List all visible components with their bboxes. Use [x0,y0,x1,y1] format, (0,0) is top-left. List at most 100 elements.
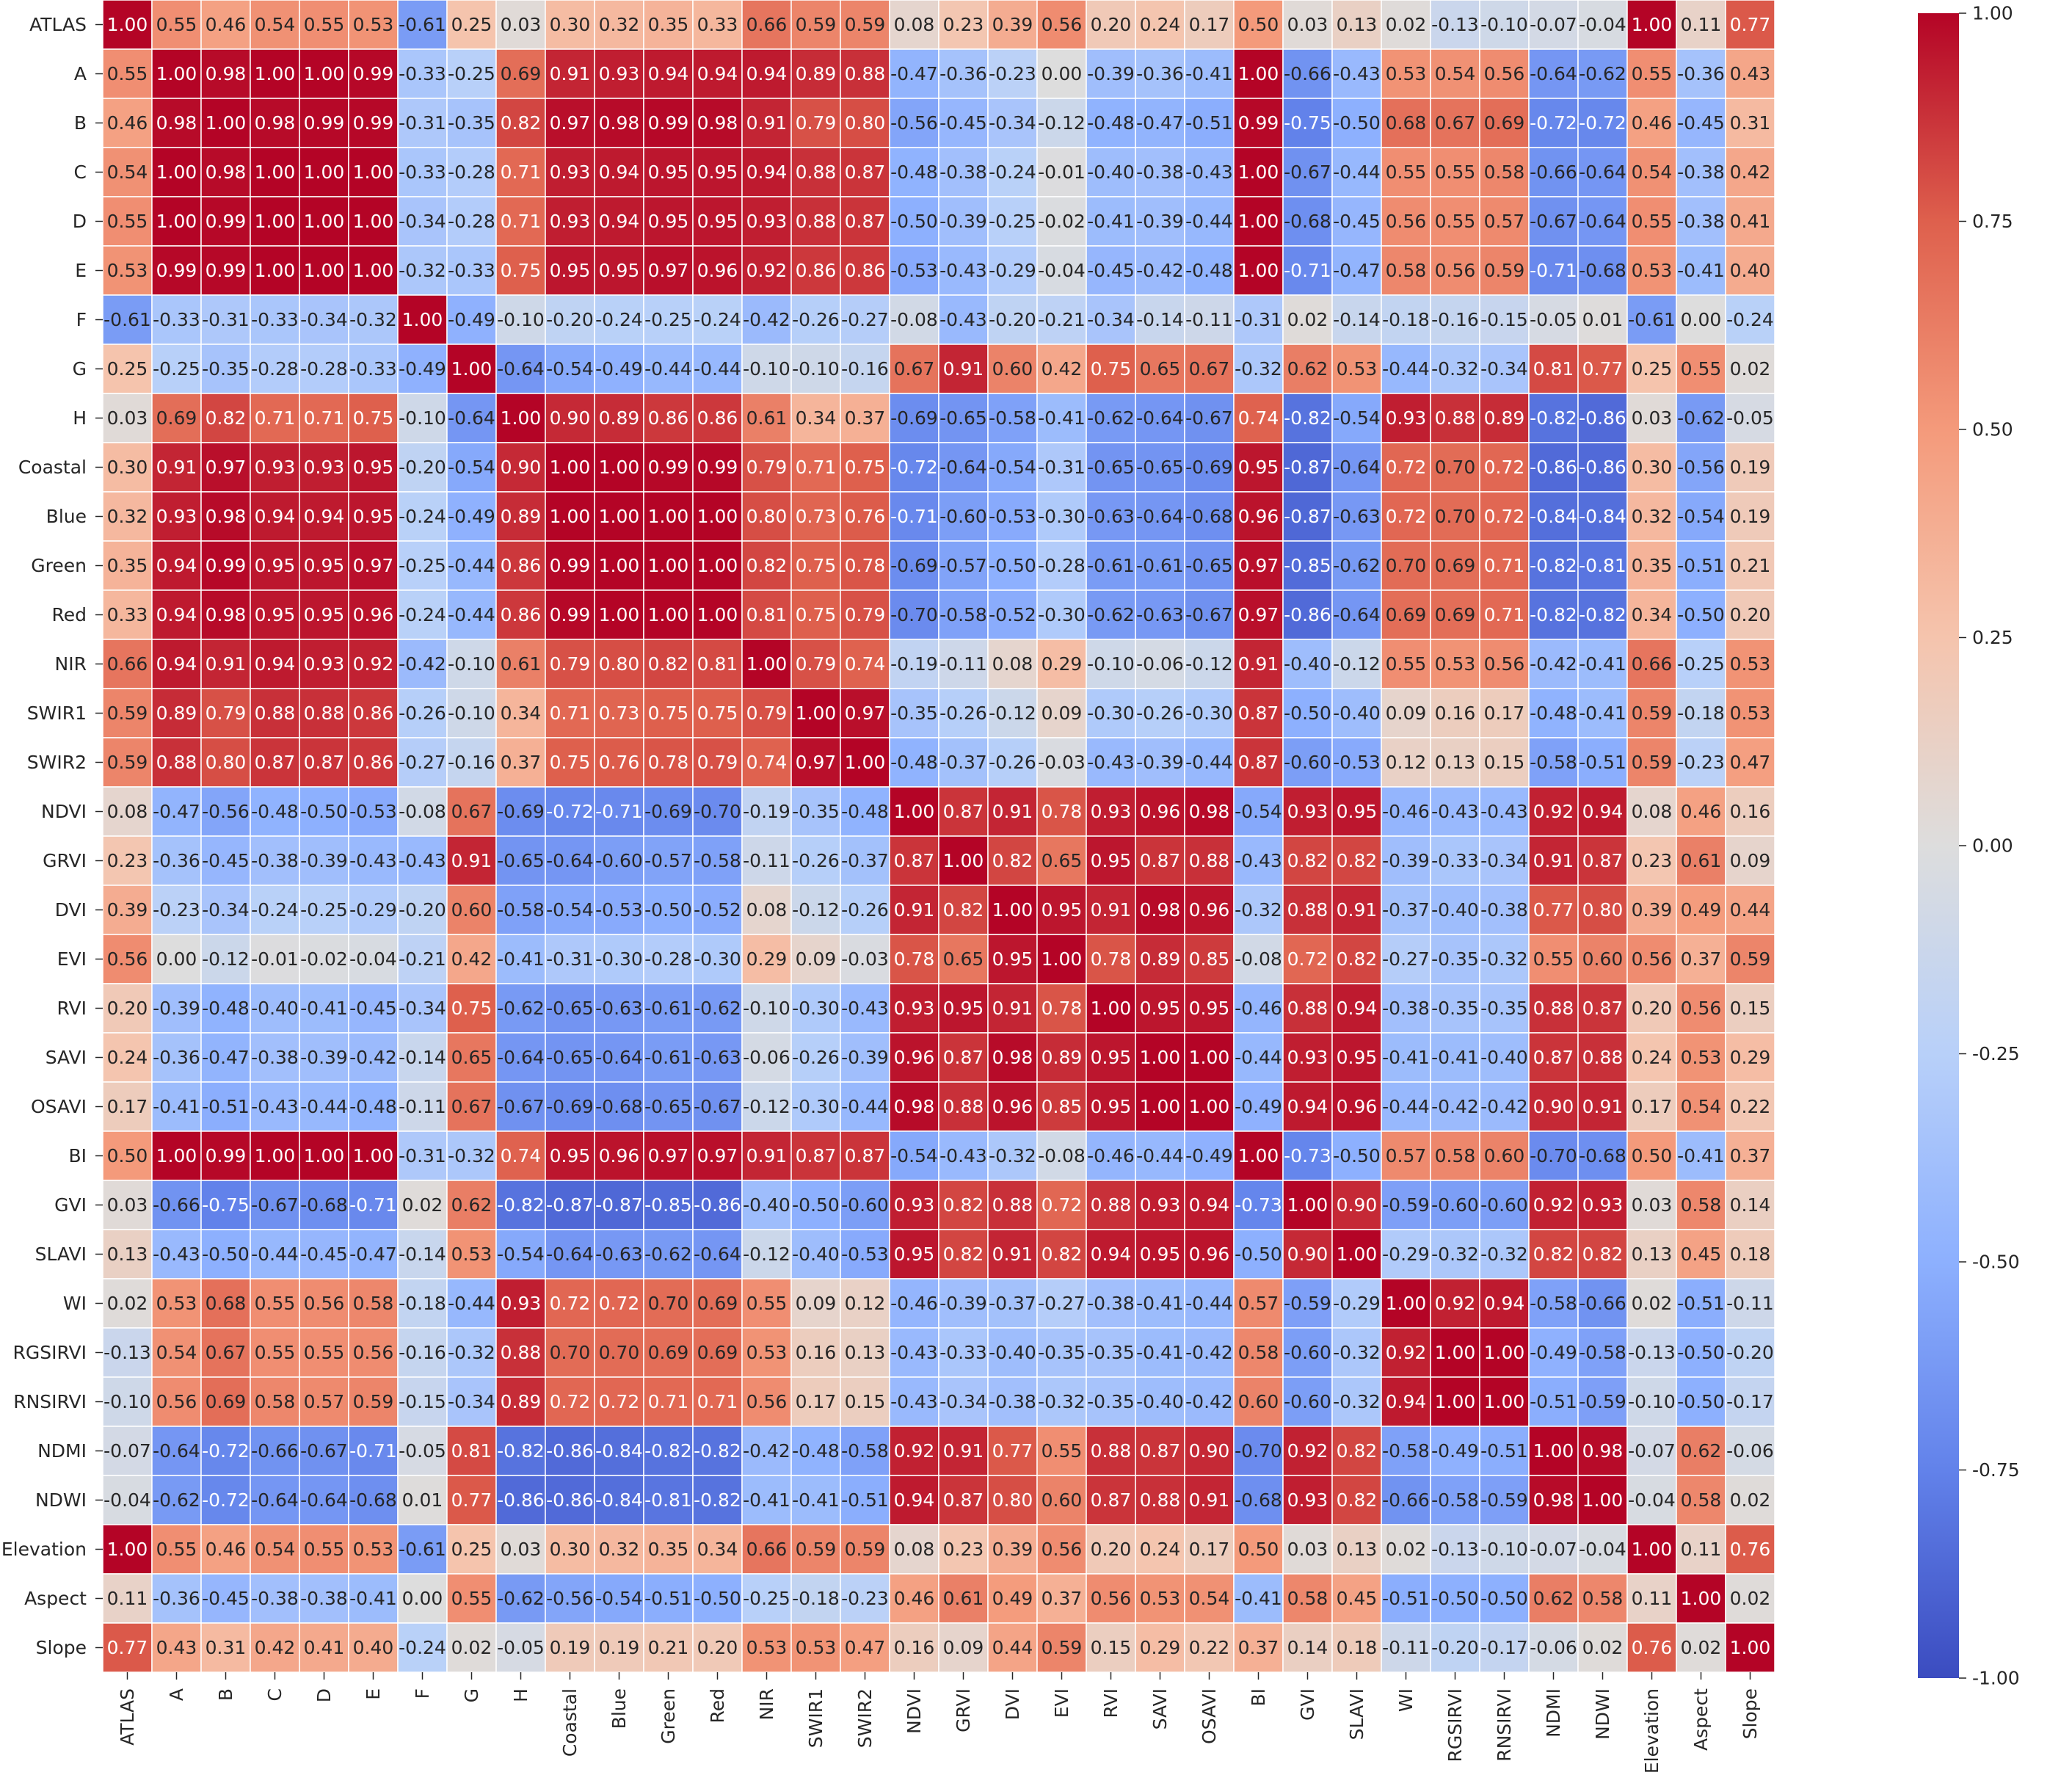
cell-value-label: -0.05 [1530,309,1577,330]
cell-value-label: 0.87 [1582,998,1624,1019]
cell-value-label: 0.46 [107,112,148,134]
cell-value-label: -0.66 [1579,1293,1626,1314]
cell-value-label: -0.39 [300,1047,348,1068]
cell-value-label: 0.56 [304,1293,345,1314]
cell-value-label: 1.00 [156,63,197,84]
cell-value-label: 0.37 [1042,1588,1083,1609]
cell-value-label: -0.12 [202,948,250,970]
cell-value-label: -0.01 [1038,161,1086,183]
cell-value-label: 0.11 [107,1588,148,1609]
heatmap-cell [741,393,792,443]
row-label: NDVI [41,801,87,822]
heatmap-cell [643,442,694,493]
cell-value-label: 0.59 [796,1539,837,1560]
cell-value-label: -0.63 [1333,506,1381,527]
cell-value-label: -0.41 [1677,260,1725,281]
cell-value-label: -0.25 [1677,653,1725,675]
cell-value-label: -0.35 [1431,948,1479,970]
cell-value-label: -0.10 [792,358,840,380]
column-label: SWIR1 [805,1688,826,1748]
cell-value-label: 0.92 [746,260,788,281]
cell-value-label: -0.41 [1136,1293,1184,1314]
cell-value-label: -0.60 [1480,1194,1528,1216]
cell-value-label: 0.53 [1140,1588,1181,1609]
heatmap-cell [1676,442,1726,493]
cell-value-label: 0.59 [796,14,837,35]
cell-value-label: 0.23 [943,1539,984,1560]
cell-value-label: -0.34 [939,1391,987,1412]
cell-value-label: 1.00 [697,506,738,527]
cell-value-label: 0.95 [648,161,689,183]
cell-value-label: 0.98 [206,63,247,84]
cell-value-label: 0.40 [353,1637,394,1658]
cell-value-label: 0.67 [1189,358,1230,380]
cell-value-label: -0.41 [1136,1342,1184,1363]
heatmap-cell [1725,48,1775,99]
cell-value-label: -0.35 [1087,1342,1135,1363]
cell-value-label: 0.82 [943,1244,984,1265]
heatmap-cell [692,48,743,99]
cell-value-label: -0.44 [1185,1293,1233,1314]
cell-value-label: -0.61 [103,309,151,330]
cell-value-label: 0.95 [697,161,738,183]
cell-value-label: 0.87 [1140,850,1181,871]
cell-value-label: 0.98 [206,604,247,625]
cell-value-label: -0.43 [399,850,446,871]
heatmap-cell [1430,344,1480,394]
cell-value-label: 0.72 [1042,1194,1083,1216]
cell-value-label: 0.12 [1386,752,1427,773]
heatmap-cell [1577,147,1628,197]
heatmap-cell [1135,48,1185,99]
row-label: NDWI [35,1489,87,1511]
cell-value-label: -0.54 [890,1145,938,1166]
cell-value-label: -0.54 [546,899,594,921]
cell-value-label: -0.64 [939,457,987,478]
cell-value-label: 0.78 [894,948,935,970]
cell-value-label: -0.44 [300,1096,348,1117]
cell-value-label: -0.16 [399,1342,446,1363]
heatmap-cell [397,196,448,247]
cell-value-label: 0.88 [1582,1047,1624,1068]
cell-value-label: -0.64 [546,1244,594,1265]
cell-value-label: 0.69 [206,1391,247,1412]
heatmap-cell [1184,196,1235,247]
cell-value-label: 0.68 [1386,112,1427,134]
cell-value-label: -0.43 [890,1391,938,1412]
column-label: WI [1395,1688,1417,1712]
cell-value-label: -0.65 [1087,457,1135,478]
cell-value-label: 1.00 [451,358,492,380]
heatmap-cell [1233,196,1284,247]
row-label: NIR [55,653,87,675]
cell-value-label: 1.00 [107,14,148,35]
cell-value-label: -0.15 [1480,309,1528,330]
cell-value-label: -0.82 [1284,407,1331,429]
cell-value-label: 0.95 [1238,457,1279,478]
heatmap-cell [1528,147,1579,197]
cell-value-label: -0.27 [1038,1293,1086,1314]
cell-value-label: 0.71 [255,407,296,429]
cell-value-label: -0.31 [1235,309,1282,330]
cell-value-label: -0.51 [1677,555,1725,576]
cell-value-label: -0.30 [1185,703,1233,724]
cell-value-label: 0.82 [943,899,984,921]
cell-value-label: -0.64 [251,1489,299,1511]
cell-value-label: -0.85 [1284,555,1331,576]
cell-value-label: 0.02 [1632,1293,1673,1314]
cell-value-label: -0.47 [890,63,938,84]
cell-value-label: 0.37 [1681,948,1722,970]
cell-value-label: 0.54 [255,14,296,35]
cell-value-label: 0.79 [796,653,837,675]
cell-value-label: -0.49 [448,309,495,330]
heatmap-cell [348,245,399,296]
heatmap-cell [495,0,546,50]
cell-value-label: -0.39 [1136,211,1184,232]
cell-value-label: 0.55 [1435,211,1476,232]
heatmap-cell [250,294,300,345]
cell-value-label: 0.23 [107,850,148,871]
cell-value-label: -0.53 [349,801,397,822]
cell-value-label: 0.93 [550,161,591,183]
heatmap-cell [200,245,251,296]
cell-value-label: -0.38 [1677,161,1725,183]
cell-value-label: 1.00 [1632,1539,1673,1560]
heatmap-cell [102,245,153,296]
